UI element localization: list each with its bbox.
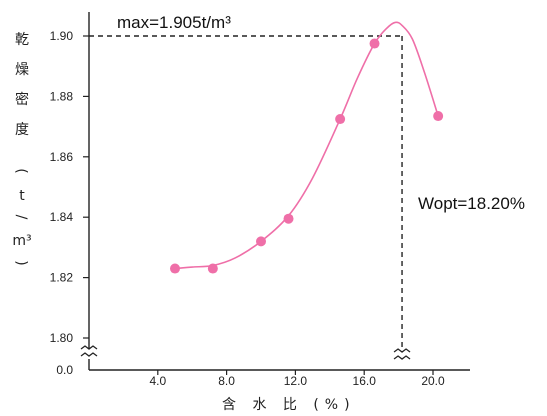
data-point [256,236,266,247]
wopt-break-bottom [393,355,411,360]
y-axis-break [80,345,98,359]
y-axis-label-char: ( [13,168,29,173]
x-tick-label: 8.0 [218,374,235,388]
data-point [207,263,218,274]
x-tick-label: 16.0 [353,374,377,388]
y-axis-label-char: 乾 [15,32,29,48]
x-axis-label: 含 水 比 (%) [222,397,356,413]
y-axis-label-char: 密 [15,91,29,108]
y-tick-label: 1.88 [50,89,74,103]
y-axis-break-zig-top [80,345,98,350]
y-tick-label: 1.86 [50,150,74,164]
data-point [335,114,346,125]
fit-curve [174,21,439,270]
data-point [283,213,294,224]
data-point [369,38,380,49]
x-tick-label: 12.0 [284,374,308,388]
y-tick-label: 1.90 [50,29,74,43]
y-axis-break-gap [82,349,96,359]
y-tick-label: 1.82 [50,271,74,285]
data-points [170,38,444,274]
max-annotation: max=1.905t/m³ [117,13,231,32]
y-axis-label-char: / [13,215,29,220]
x-tick-label: 4.0 [149,374,166,388]
wopt-break-top [393,348,411,353]
data-point [170,263,180,274]
y-axis-label-char: 度 [15,122,29,138]
origin-label: 0.0 [56,363,73,377]
y-axis-label-char: ) [13,260,29,265]
y-tick-label: 1.84 [50,210,74,224]
axes [80,12,470,375]
y-axis-label-char: 燥 [15,62,29,78]
wopt-annotation: Wopt=18.20% [418,194,525,213]
x-tick-label: 20.0 [421,374,445,388]
y-tick-label: 1.80 [50,331,74,345]
y-axis-label-char: m³ [12,233,31,249]
fit-curve-group [174,21,439,270]
y-axis-break-zig-bottom [80,352,98,357]
reference-lines [89,35,411,360]
tick-labels: 1.80 1.82 1.84 1.86 1.88 1.90 0.0 4.0 8.0 12.0 16.… [50,29,445,388]
y-axis-label-char: t [19,188,25,204]
data-point [433,111,444,122]
